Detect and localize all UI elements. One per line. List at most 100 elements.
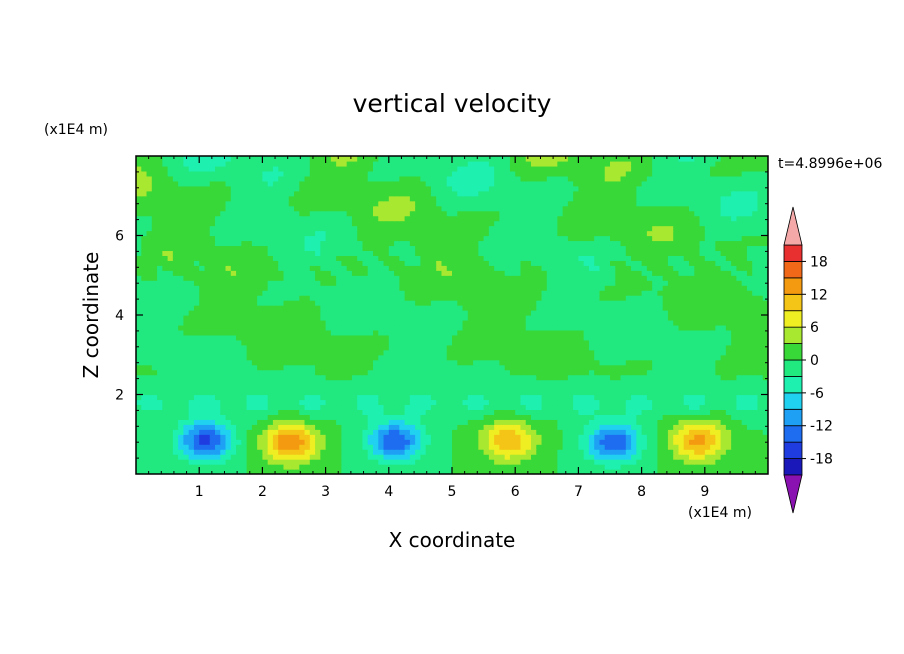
field-cell	[594, 285, 601, 291]
field-cell	[483, 344, 490, 351]
field-cell	[367, 359, 374, 366]
field-cell	[646, 429, 653, 435]
field-cell	[546, 329, 553, 336]
field-cell	[515, 344, 522, 351]
field-cell	[473, 404, 479, 411]
field-cell	[351, 329, 358, 336]
field-cell	[631, 429, 637, 435]
field-cell	[731, 305, 737, 311]
field-cell	[599, 319, 606, 326]
field-cell	[567, 300, 574, 306]
field-cell	[225, 329, 232, 336]
field-cell	[667, 359, 674, 366]
field-cell	[578, 305, 585, 311]
field-cell	[188, 434, 195, 440]
field-cell	[315, 449, 321, 455]
field-cell	[415, 374, 421, 381]
field-cell	[483, 315, 490, 321]
field-cell	[404, 354, 411, 361]
field-cell	[278, 389, 285, 396]
field-cell	[404, 324, 411, 331]
field-cell	[583, 285, 590, 291]
field-cell	[193, 469, 200, 474]
field-cell	[446, 339, 453, 346]
field-cell	[178, 334, 184, 341]
field-cell	[336, 469, 342, 474]
field-cell	[631, 310, 637, 316]
field-cell	[251, 409, 258, 415]
field-cell	[351, 469, 358, 474]
field-cell	[425, 369, 432, 376]
field-cell	[588, 310, 595, 316]
field-cell	[267, 409, 274, 415]
field-cell	[341, 429, 348, 435]
field-cell	[215, 329, 221, 336]
field-cell	[536, 424, 543, 430]
field-cell	[409, 379, 416, 386]
field-cell	[209, 379, 216, 386]
field-cell	[294, 290, 300, 296]
field-cell	[552, 300, 558, 306]
field-cell	[662, 280, 669, 286]
field-cell	[462, 329, 469, 336]
field-cell	[262, 344, 269, 351]
field-cell	[283, 300, 290, 306]
field-cell	[752, 414, 759, 420]
field-cell	[446, 329, 453, 336]
field-cell	[204, 364, 211, 371]
field-cell	[473, 444, 479, 450]
field-cell	[588, 384, 595, 391]
field-cell	[162, 324, 169, 331]
field-cell	[204, 404, 211, 411]
field-cell	[220, 344, 227, 351]
field-cell	[599, 414, 606, 420]
field-cell	[136, 444, 142, 450]
field-cell	[557, 404, 564, 411]
field-cell	[752, 424, 759, 430]
field-cell	[294, 464, 300, 470]
field-cell	[199, 319, 206, 326]
field-cell	[272, 329, 279, 336]
field-cell	[610, 324, 616, 331]
field-cell	[536, 414, 543, 420]
field-cell	[204, 354, 211, 361]
field-cell	[157, 459, 163, 465]
field-cell	[420, 399, 427, 406]
field-cell	[473, 364, 479, 371]
field-cell	[762, 424, 768, 430]
field-cell	[710, 339, 716, 346]
field-cell	[715, 419, 722, 425]
field-cell	[541, 319, 548, 326]
field-cell	[315, 384, 321, 391]
field-cell	[646, 434, 653, 440]
field-cell	[272, 369, 279, 376]
field-cell	[736, 449, 743, 455]
field-cell	[557, 290, 564, 296]
field-cell	[225, 265, 232, 271]
field-cell	[336, 434, 342, 440]
field-cell	[357, 354, 364, 361]
field-cell	[136, 414, 142, 420]
field-cell	[357, 374, 364, 381]
field-cell	[720, 409, 727, 415]
field-cell	[483, 454, 490, 460]
field-cell	[209, 424, 216, 430]
field-cell	[578, 399, 585, 406]
field-cell	[588, 315, 595, 321]
field-cell	[230, 369, 237, 376]
field-cell	[278, 270, 285, 276]
field-cell	[567, 444, 574, 450]
field-cell	[557, 315, 564, 321]
field-cell	[351, 339, 358, 346]
field-cell	[457, 464, 464, 470]
field-cell	[488, 469, 495, 474]
field-cell	[673, 295, 680, 301]
field-cell	[683, 319, 690, 326]
field-cell	[346, 319, 353, 326]
field-cell	[546, 404, 553, 411]
field-cell	[678, 295, 685, 301]
field-cell	[341, 454, 348, 460]
field-cell	[683, 344, 690, 351]
field-cell	[746, 359, 753, 366]
field-cell	[230, 354, 237, 361]
